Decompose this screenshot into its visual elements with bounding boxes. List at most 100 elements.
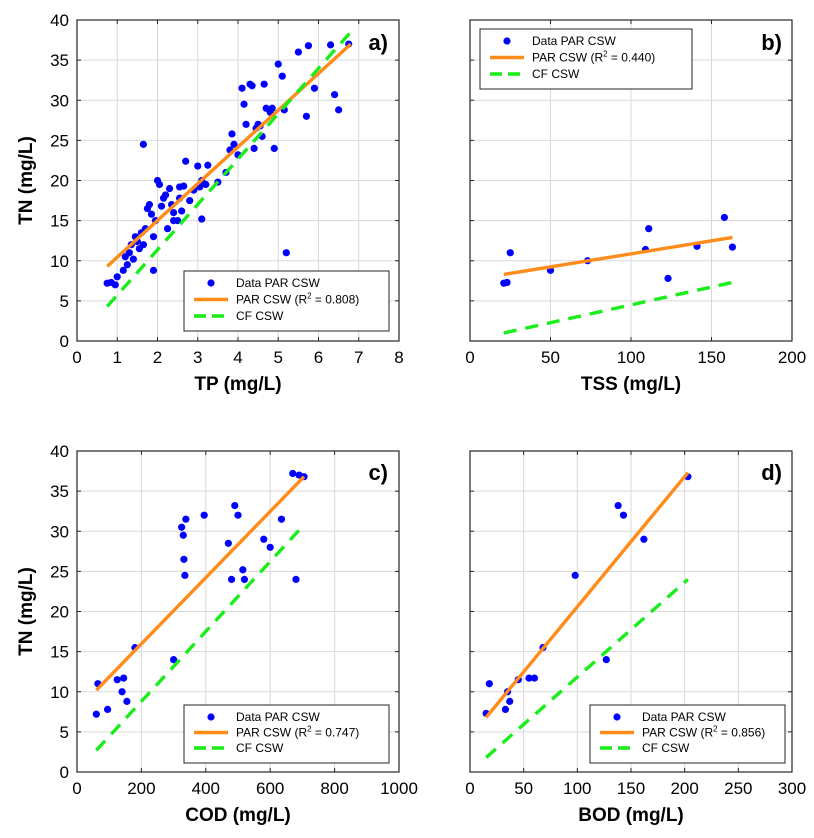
legend: Data PAR CSW PAR CSW (R2 = 0.808) CF CSW bbox=[183, 270, 390, 332]
x-tick-label: 1 bbox=[113, 348, 122, 367]
legend-fit-tail: = 0.440) bbox=[608, 51, 656, 65]
legend-label-fit: PAR CSW (R2 = 0.440) bbox=[532, 50, 655, 65]
data-point bbox=[728, 243, 737, 251]
panel-d: 0 50 100 150 200 250 300 BOD (mg/L) d) Data PAR C… bbox=[465, 450, 806, 826]
y-tick-label: 0 bbox=[60, 332, 69, 351]
legend-label-points: Data PAR CSW bbox=[532, 34, 616, 48]
x-tick-label: 200 bbox=[127, 779, 155, 798]
y-tick-label: 35 bbox=[50, 482, 69, 501]
x-tick-label: 7 bbox=[354, 348, 363, 367]
fit-line bbox=[106, 42, 352, 268]
data-point bbox=[282, 249, 290, 257]
legend-marker-points bbox=[207, 713, 215, 721]
data-point bbox=[278, 72, 286, 80]
panel-label: b) bbox=[761, 30, 782, 55]
legend: Data PAR CSW PAR CSW (R2 = 0.440) CF CSW bbox=[479, 28, 693, 90]
x-tick-label: 0 bbox=[465, 779, 474, 798]
data-point bbox=[242, 120, 250, 128]
data-point bbox=[170, 656, 178, 664]
fit-line bbox=[95, 475, 306, 692]
legend-fit-sup: 2 bbox=[603, 50, 608, 59]
x-axis-label: TSS (mg/L) bbox=[581, 374, 681, 395]
data-point bbox=[619, 511, 628, 519]
data-point bbox=[92, 710, 100, 718]
data-point bbox=[170, 209, 178, 217]
x-tick-label: 400 bbox=[192, 779, 220, 798]
data-point bbox=[238, 84, 246, 92]
y-tick-label: 15 bbox=[50, 212, 69, 231]
x-tick-label: 1000 bbox=[380, 779, 418, 798]
data-point bbox=[182, 157, 190, 165]
data-point bbox=[163, 225, 172, 233]
data-point bbox=[179, 531, 187, 539]
data-point bbox=[182, 515, 190, 523]
panel-label: a) bbox=[368, 30, 388, 55]
legend-fit-sup: 2 bbox=[307, 292, 312, 301]
data-point bbox=[234, 511, 242, 519]
data-point bbox=[227, 575, 236, 584]
data-point bbox=[277, 515, 286, 523]
legend-fit-sup: 2 bbox=[713, 725, 718, 734]
data-point bbox=[200, 511, 208, 519]
x-tick-label: 200 bbox=[670, 779, 698, 798]
panel-label: c) bbox=[368, 460, 388, 485]
legend-label-cf: CF CSW bbox=[236, 741, 284, 755]
data-point bbox=[294, 48, 302, 56]
data-point bbox=[266, 543, 274, 551]
data-point bbox=[292, 575, 300, 584]
data-point bbox=[506, 249, 514, 257]
data-point bbox=[139, 241, 148, 249]
data-point bbox=[125, 249, 133, 257]
y-tick-label: 35 bbox=[50, 51, 69, 70]
data-point bbox=[289, 469, 297, 478]
data-point bbox=[302, 112, 311, 120]
x-tick-label: 2 bbox=[153, 348, 162, 367]
x-tick-label: 100 bbox=[617, 348, 645, 367]
legend-marker-points bbox=[613, 713, 621, 721]
data-point bbox=[161, 191, 170, 199]
data-point bbox=[530, 674, 539, 682]
data-point bbox=[228, 130, 236, 138]
data-point bbox=[326, 41, 335, 49]
x-tick-label: 50 bbox=[514, 779, 533, 798]
x-tick-label: 3 bbox=[193, 348, 202, 367]
y-tick-label: 0 bbox=[60, 763, 69, 782]
legend-fit-tail: = 0.747) bbox=[312, 726, 360, 740]
legend-fit-sup: 2 bbox=[307, 725, 312, 734]
data-point bbox=[178, 523, 186, 531]
panel-a: 0 1 2 3 4 5 6 7 8 0 5 10 15 20 25 30 35 40 TP (mg/L) TN (mg… bbox=[16, 11, 404, 395]
x-tick-label: 0 bbox=[465, 348, 474, 367]
data-point bbox=[180, 182, 188, 190]
y-tick-label: 20 bbox=[50, 603, 69, 622]
y-tick-label: 25 bbox=[50, 562, 69, 581]
legend-fit-text: PAR CSW (R bbox=[642, 726, 713, 740]
data-point bbox=[103, 705, 112, 714]
data-point bbox=[274, 60, 282, 68]
panel-b: 0 50 100 150 200 TSS (mg/L) b) Data PAR CSW PAR … bbox=[465, 19, 806, 395]
x-axis-label: COD (mg/L) bbox=[185, 805, 291, 826]
panel-label: d) bbox=[761, 460, 782, 485]
data-point bbox=[485, 680, 493, 688]
data-point bbox=[178, 207, 186, 215]
data-point bbox=[503, 278, 511, 287]
data-point bbox=[224, 539, 232, 547]
x-tick-label: 300 bbox=[778, 779, 806, 798]
data-point bbox=[270, 144, 278, 152]
series-points bbox=[92, 469, 308, 718]
legend-label-fit: PAR CSW (R2 = 0.747) bbox=[236, 725, 359, 740]
x-axis-label: TP (mg/L) bbox=[194, 374, 281, 395]
legend-label-points: Data PAR CSW bbox=[236, 710, 320, 724]
x-tick-label: 8 bbox=[394, 348, 403, 367]
y-tick-label: 20 bbox=[50, 172, 69, 191]
y-tick-label: 10 bbox=[50, 252, 69, 271]
data-point bbox=[501, 705, 510, 714]
cf-line bbox=[484, 578, 690, 759]
data-point bbox=[571, 571, 579, 579]
data-point bbox=[123, 697, 131, 705]
data-point bbox=[113, 273, 121, 281]
x-tick-label: 0 bbox=[72, 779, 81, 798]
cf-line bbox=[503, 280, 733, 335]
data-point bbox=[260, 80, 268, 88]
series-points bbox=[482, 473, 692, 718]
data-point bbox=[260, 535, 268, 543]
